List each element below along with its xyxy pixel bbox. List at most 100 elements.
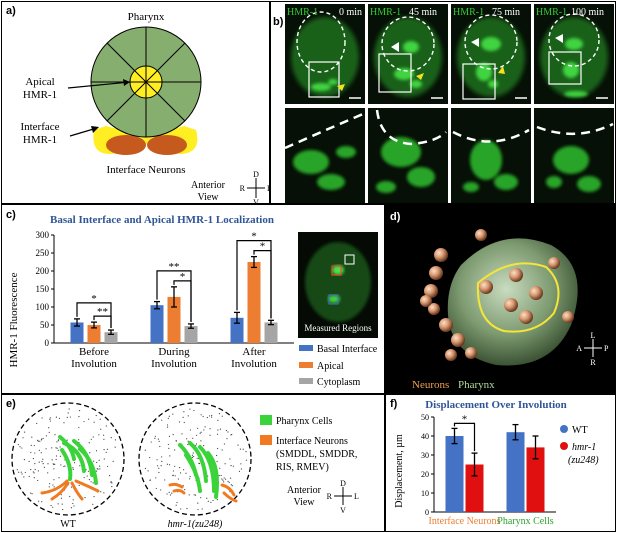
nucleus-dot (168, 435, 171, 437)
pharynx-outline (476, 262, 560, 333)
nucleus-dot (60, 494, 62, 496)
nucleus-dot (42, 458, 44, 460)
nucleus-dot (20, 471, 22, 473)
nucleus-dot (38, 449, 41, 451)
chart-f-ytick-label: 50 (421, 413, 429, 422)
nucleus-dot (219, 428, 222, 430)
measured-regions-inset: Measured Regions (298, 232, 378, 338)
nucleus-dot (92, 503, 94, 505)
nucleus-dot (51, 447, 53, 449)
nucleus-dot (72, 499, 74, 501)
chart-f-ytick-label: 0 (425, 508, 429, 517)
nucleus-dot (61, 503, 63, 505)
nucleus-dot (231, 433, 233, 436)
nucleus-dot (160, 489, 162, 491)
nucleus-dot (57, 449, 59, 451)
nucleus-dot (204, 426, 206, 428)
nucleus-dot (149, 479, 151, 481)
nucleus-dot (41, 460, 43, 463)
nucleus-dot (242, 448, 244, 450)
nucleus-dot (223, 481, 225, 483)
nucleus-dot (90, 438, 92, 440)
nucleus-dot (218, 412, 221, 415)
nucleus-dot (41, 417, 43, 419)
nucleus-dot (184, 489, 186, 491)
legend-swatch-apical (299, 362, 313, 368)
legend-neurons-2: (SMDDL, SMDDR, (276, 449, 357, 460)
nucleus-dot (55, 447, 57, 449)
svg-text:D: D (253, 170, 259, 179)
chart-c-category-label: Involution (71, 358, 117, 370)
nucleus-dot (40, 439, 43, 441)
nucleus-dot (147, 470, 149, 472)
legend-swatch-wt (560, 425, 568, 433)
nucleus-dot (100, 491, 102, 493)
chart-c-bar (247, 262, 261, 343)
nucleus-dot (228, 481, 230, 484)
nucleus-dot (78, 410, 81, 412)
nucleus-dot (30, 444, 32, 447)
nucleus-dot (83, 420, 85, 423)
svg-text:A: A (576, 344, 582, 353)
nucleus-dot (38, 500, 40, 502)
nucleus-dot (84, 496, 86, 499)
frame-2-time: 75 min (492, 7, 520, 18)
panel-c: c) Basal Interface and Apical HMR-1 Loca… (1, 204, 385, 394)
nucleus-dot (230, 484, 232, 486)
nucleus-dot (42, 437, 44, 440)
interface-label-1: Interface (20, 121, 59, 133)
nucleus-dot (67, 412, 69, 414)
nucleus-dot (103, 438, 105, 440)
chart-c-category-label: Before (79, 346, 109, 358)
view-label-e2: View (293, 497, 315, 508)
nucleus-dot (158, 471, 160, 474)
nucleus-dot (17, 443, 19, 446)
nucleus-dot (78, 484, 80, 487)
nucleus-dot (53, 486, 55, 488)
nucleus-dot (49, 417, 52, 419)
nucleus-dot (105, 451, 107, 453)
chart-c-ytick-label: 250 (36, 248, 50, 258)
nucleus-dot (197, 502, 199, 504)
frame-0-channel: HMR-1 (287, 7, 318, 18)
nucleus-dot (161, 460, 163, 462)
interface-neuron-right (147, 135, 187, 155)
nucleus-dot (193, 494, 195, 496)
nucleus-dot (22, 437, 24, 439)
panel-e-label: e) (6, 398, 16, 410)
chart-c-bar (87, 325, 101, 343)
nucleus-dot (164, 479, 166, 481)
chart-c-ytick-label: 200 (36, 266, 50, 276)
nucleus-dot (17, 471, 20, 473)
chart-c-significance-bracket (253, 250, 272, 319)
nucleus-dot (111, 482, 113, 484)
chart-c-significance-mark: * (180, 271, 186, 283)
nucleus-dot (83, 476, 85, 479)
nucleus-dot (160, 465, 162, 467)
pharynx-label-d: Pharynx (458, 379, 495, 391)
chart-c-category-label: Involution (231, 358, 277, 370)
chart-c-bar (150, 305, 164, 343)
svg-text:R: R (327, 492, 333, 501)
nucleus-dot (45, 448, 47, 450)
nucleus-dot (34, 468, 36, 471)
nucleus-dot (107, 465, 109, 468)
nucleus-dot (47, 472, 49, 474)
nucleus-dot (42, 463, 44, 465)
mutant-embryo-outline (138, 402, 252, 516)
nucleus-dot (198, 462, 201, 465)
chart-c-bar (70, 322, 84, 343)
legend-swatch-cytoplasm (299, 378, 313, 384)
chart-f-bar (506, 432, 525, 512)
legend-swatch-basal (299, 345, 313, 351)
chart-c-ytick-label: 300 (36, 230, 50, 240)
nucleus-dot (103, 458, 105, 460)
nucleus-dot (36, 422, 38, 425)
mutant-pharynx-tracks (178, 441, 219, 499)
nucleus-dot (69, 495, 71, 498)
nucleus-dot (55, 416, 58, 418)
chart-f-category-label: Pharynx Cells (497, 516, 553, 527)
nucleus-dot (197, 427, 199, 429)
nucleus-dot (69, 416, 71, 418)
panel-f: f) Displacement Over Involution Displace… (385, 394, 616, 532)
